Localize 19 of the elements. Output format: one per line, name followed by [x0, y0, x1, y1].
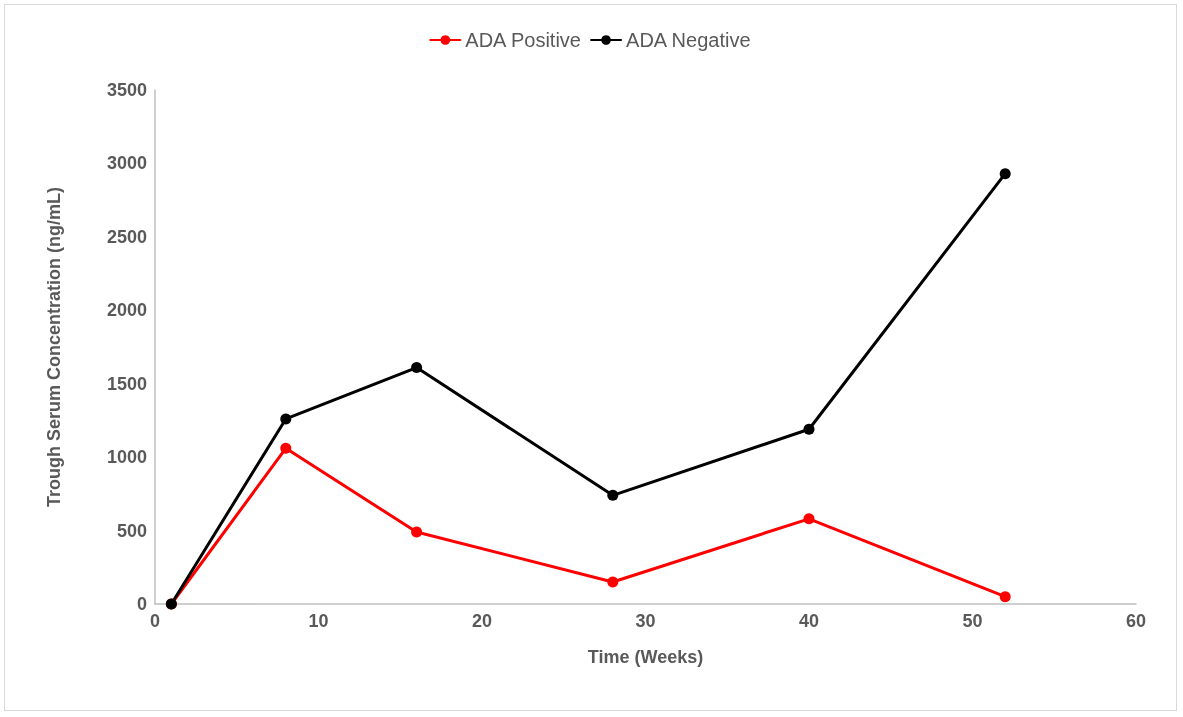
y-tick-label: 2500	[106, 226, 147, 247]
x-tick-label: 50	[962, 611, 983, 631]
y-axis-title: Trough Serum Concentration (ng/mL)	[44, 187, 64, 507]
x-tick-label: 10	[308, 611, 329, 631]
y-tick-label: 0	[136, 594, 147, 614]
legend-label: ADA Positive	[465, 29, 581, 51]
y-tick-label: 500	[116, 520, 147, 541]
x-tick-label: 30	[635, 611, 656, 631]
x-tick-label: 40	[798, 611, 820, 631]
x-tick-label: 60	[1125, 611, 1147, 631]
y-tick-label: 1000	[106, 447, 147, 468]
y-tick-label: 2000	[106, 300, 147, 321]
x-tick-label: 20	[471, 611, 493, 631]
y-tick-label: 3000	[106, 153, 147, 174]
y-tick-label: 3500	[106, 80, 147, 100]
legend-label: ADA Negative	[626, 29, 751, 51]
x-axis-title: Time (Weeks)	[587, 647, 704, 667]
x-tick-label: 0	[149, 611, 161, 631]
y-tick-label: 1500	[106, 373, 147, 394]
